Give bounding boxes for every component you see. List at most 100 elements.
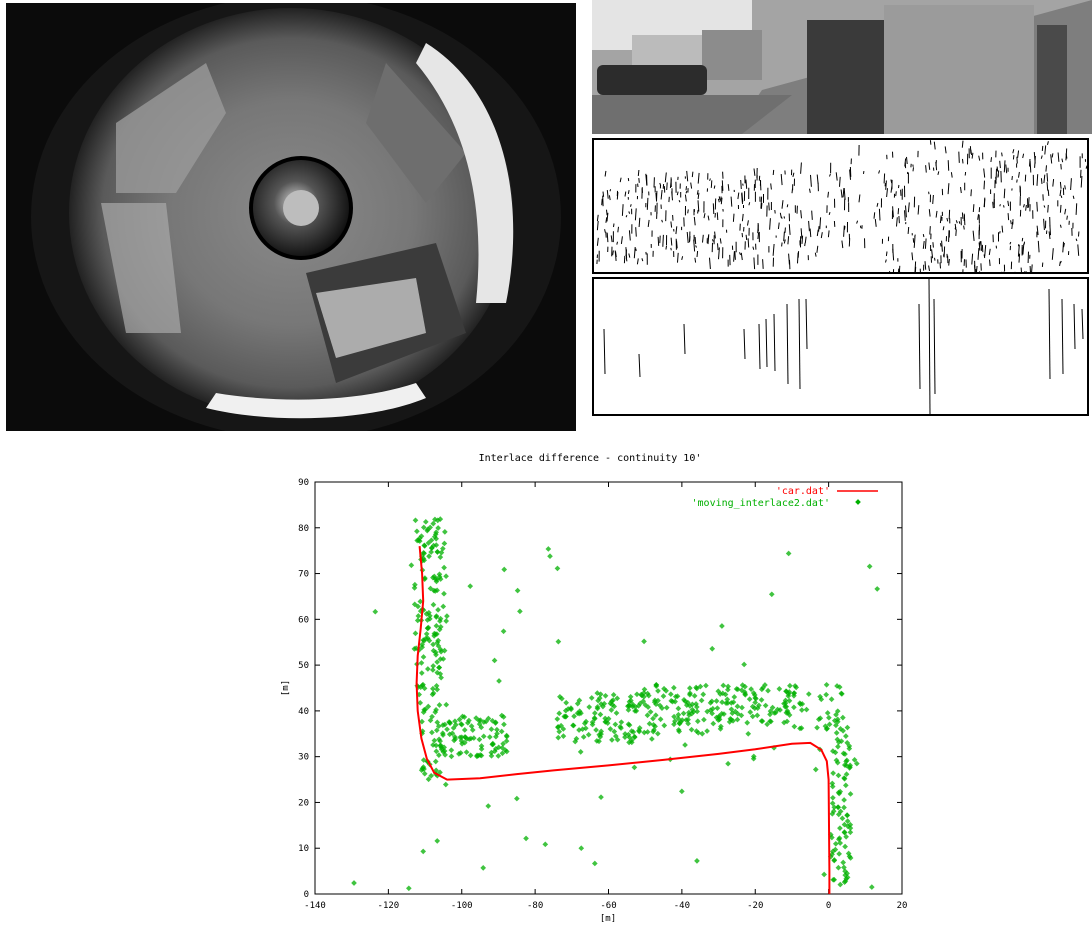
moving-point xyxy=(478,743,485,749)
edge-stroke xyxy=(843,225,845,237)
moving-point xyxy=(611,728,618,735)
vertical-line-segment xyxy=(683,323,686,355)
moving-point xyxy=(650,715,656,722)
edge-stroke xyxy=(829,173,831,177)
moving-point xyxy=(425,666,431,672)
moving-point xyxy=(441,564,447,571)
edge-stroke xyxy=(989,259,991,266)
moving-point xyxy=(579,726,586,733)
moving-point xyxy=(688,726,695,733)
moving-point xyxy=(491,657,498,664)
moving-point xyxy=(545,546,552,552)
edge-stroke xyxy=(972,204,975,213)
moving-point xyxy=(475,752,482,759)
edge-stroke xyxy=(620,236,623,244)
edge-stroke xyxy=(1051,153,1054,158)
edge-stroke xyxy=(670,237,673,246)
moving-point xyxy=(523,835,529,842)
moving-point xyxy=(430,601,437,608)
edge-stroke xyxy=(1059,261,1061,266)
moving-point xyxy=(485,803,492,809)
moving-point xyxy=(728,706,735,713)
moving-point xyxy=(829,851,835,858)
moving-point xyxy=(707,700,714,706)
edge-stroke xyxy=(885,180,887,190)
moving-point xyxy=(458,721,465,728)
moving-point xyxy=(830,770,836,776)
moving-point xyxy=(645,704,651,710)
moving-point xyxy=(500,628,507,635)
moving-point xyxy=(436,702,443,708)
edge-stroke xyxy=(963,225,965,230)
edge-stroke xyxy=(596,214,599,222)
moving-point xyxy=(609,737,615,743)
moving-point xyxy=(752,695,759,701)
moving-point xyxy=(744,719,751,726)
moving-point xyxy=(351,880,357,886)
moving-point xyxy=(418,670,425,676)
edge-stroke xyxy=(961,212,964,219)
edge-stroke xyxy=(752,246,755,250)
moving-point xyxy=(448,747,455,754)
moving-point xyxy=(588,695,595,701)
moving-point xyxy=(728,700,735,706)
moving-point xyxy=(839,815,846,822)
edge-stroke xyxy=(1010,220,1012,225)
edge-stroke xyxy=(1021,237,1024,242)
car-trajectory-line xyxy=(415,546,831,894)
moving-point xyxy=(835,804,841,810)
edge-stroke xyxy=(788,224,791,235)
vertical-line-segment xyxy=(1048,288,1051,380)
chart-title: Interlace difference - continuity 10' xyxy=(479,453,702,464)
x-tick-label: -60 xyxy=(600,901,616,911)
moving-point xyxy=(661,722,668,729)
edge-stroke xyxy=(896,217,898,227)
edge-stroke xyxy=(686,170,689,182)
moving-point xyxy=(625,721,632,728)
edge-stroke xyxy=(720,197,723,205)
moving-point xyxy=(828,696,835,703)
edge-stroke xyxy=(657,236,660,246)
edge-stroke xyxy=(772,169,775,176)
moving-point xyxy=(555,638,562,645)
moving-point xyxy=(420,848,427,855)
edge-stroke xyxy=(630,204,632,207)
moving-point xyxy=(835,743,841,750)
moving-point xyxy=(441,748,448,754)
moving-point xyxy=(434,686,441,693)
moving-point xyxy=(563,699,570,706)
moving-point xyxy=(436,626,443,633)
edge-stroke xyxy=(1066,215,1068,220)
moving-point xyxy=(421,638,427,644)
edge-stroke xyxy=(895,191,897,197)
moving-point xyxy=(837,788,844,795)
moving-point xyxy=(845,850,852,857)
moving-point xyxy=(572,738,579,745)
moving-point xyxy=(441,590,447,597)
edge-stroke xyxy=(827,230,830,238)
edge-stroke xyxy=(1059,181,1062,189)
edge-stroke xyxy=(950,172,953,178)
moving-point xyxy=(421,770,428,777)
moving-point xyxy=(768,591,775,598)
edge-stroke xyxy=(709,257,711,270)
plot-frame xyxy=(314,481,903,895)
moving-point xyxy=(785,693,792,699)
moving-point xyxy=(459,713,466,720)
moving-point xyxy=(750,690,757,696)
moving-point xyxy=(605,715,612,722)
edge-stroke xyxy=(1001,152,1003,157)
x-tick-label: -120 xyxy=(378,901,400,911)
moving-point xyxy=(444,613,450,619)
edge-stroke xyxy=(666,182,668,191)
moving-point xyxy=(697,683,704,690)
edge-stroke xyxy=(628,253,631,258)
edge-stroke xyxy=(874,218,877,227)
moving-point xyxy=(785,550,792,557)
moving-point xyxy=(829,783,836,790)
moving-point xyxy=(433,742,439,749)
moving-point xyxy=(835,772,842,779)
moving-point xyxy=(495,753,502,759)
edge-stroke xyxy=(1003,205,1005,208)
moving-point xyxy=(644,729,651,735)
